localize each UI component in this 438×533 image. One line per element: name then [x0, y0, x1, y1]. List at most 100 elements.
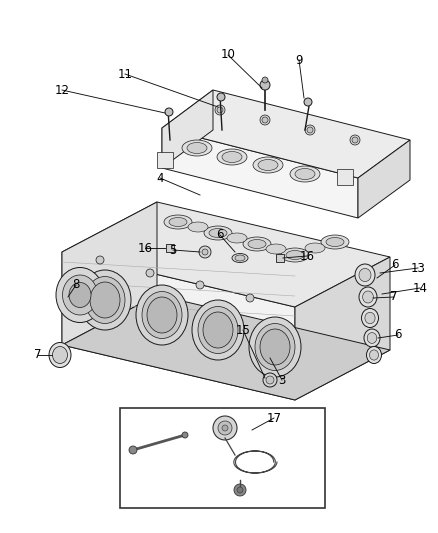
Text: 6: 6: [391, 259, 399, 271]
Ellipse shape: [361, 309, 378, 327]
Ellipse shape: [49, 343, 71, 367]
Circle shape: [266, 376, 274, 384]
Ellipse shape: [370, 350, 378, 360]
Ellipse shape: [227, 233, 247, 243]
Circle shape: [218, 421, 232, 435]
Ellipse shape: [367, 346, 381, 364]
Circle shape: [222, 425, 228, 431]
Circle shape: [262, 77, 268, 83]
Ellipse shape: [204, 226, 232, 240]
Ellipse shape: [295, 168, 315, 180]
Circle shape: [146, 269, 154, 277]
Ellipse shape: [53, 346, 67, 364]
Ellipse shape: [253, 157, 283, 173]
Polygon shape: [337, 169, 353, 185]
Circle shape: [217, 107, 223, 113]
Ellipse shape: [286, 251, 304, 260]
Circle shape: [350, 135, 360, 145]
Circle shape: [305, 125, 315, 135]
Text: 8: 8: [72, 279, 80, 292]
Ellipse shape: [248, 239, 266, 248]
Ellipse shape: [326, 238, 344, 246]
Polygon shape: [162, 90, 213, 168]
Ellipse shape: [69, 282, 91, 308]
Ellipse shape: [359, 269, 371, 281]
Circle shape: [352, 137, 358, 143]
Ellipse shape: [182, 140, 212, 156]
Ellipse shape: [136, 285, 188, 345]
Ellipse shape: [188, 222, 208, 232]
Text: 16: 16: [300, 249, 314, 262]
Ellipse shape: [365, 312, 375, 324]
Ellipse shape: [260, 329, 290, 365]
Ellipse shape: [90, 282, 120, 318]
Circle shape: [263, 373, 277, 387]
Ellipse shape: [367, 333, 377, 343]
Polygon shape: [62, 202, 157, 345]
Ellipse shape: [258, 159, 278, 171]
Text: 9: 9: [295, 53, 303, 67]
Text: 7: 7: [34, 349, 42, 361]
Polygon shape: [295, 257, 390, 400]
Polygon shape: [358, 140, 410, 218]
Circle shape: [182, 432, 188, 438]
Text: 13: 13: [410, 262, 425, 274]
Ellipse shape: [217, 149, 247, 165]
Circle shape: [246, 294, 254, 302]
Text: 7: 7: [390, 290, 398, 303]
Polygon shape: [162, 128, 358, 218]
Ellipse shape: [355, 264, 375, 286]
Ellipse shape: [63, 275, 98, 315]
Circle shape: [96, 256, 104, 264]
Ellipse shape: [249, 317, 301, 377]
Circle shape: [304, 98, 312, 106]
Ellipse shape: [187, 142, 207, 154]
Ellipse shape: [364, 329, 380, 347]
Circle shape: [196, 281, 204, 289]
Text: 11: 11: [117, 68, 133, 80]
Ellipse shape: [147, 297, 177, 333]
Ellipse shape: [243, 237, 271, 251]
Text: 6: 6: [216, 229, 224, 241]
Text: 3: 3: [278, 374, 286, 386]
Text: 17: 17: [266, 411, 282, 424]
Ellipse shape: [363, 291, 374, 303]
Ellipse shape: [266, 244, 286, 254]
Ellipse shape: [198, 306, 238, 353]
Ellipse shape: [255, 324, 295, 370]
Polygon shape: [62, 295, 390, 400]
Text: 15: 15: [236, 324, 251, 336]
Ellipse shape: [85, 277, 125, 324]
Bar: [120, 408, 325, 508]
Circle shape: [213, 416, 237, 440]
Ellipse shape: [232, 254, 248, 262]
Ellipse shape: [321, 235, 349, 249]
Text: 12: 12: [54, 84, 70, 96]
Circle shape: [165, 108, 173, 116]
Ellipse shape: [142, 292, 182, 338]
Ellipse shape: [305, 243, 325, 253]
Circle shape: [260, 115, 270, 125]
Ellipse shape: [56, 268, 104, 322]
Ellipse shape: [169, 217, 187, 227]
Polygon shape: [62, 252, 295, 400]
Ellipse shape: [359, 287, 377, 307]
Circle shape: [262, 117, 268, 123]
Ellipse shape: [192, 300, 244, 360]
Ellipse shape: [235, 255, 245, 261]
Text: 5: 5: [170, 244, 177, 256]
Bar: [276, 254, 284, 262]
Ellipse shape: [222, 151, 242, 163]
Ellipse shape: [209, 229, 227, 238]
Polygon shape: [157, 152, 173, 168]
Text: 16: 16: [138, 241, 152, 254]
Polygon shape: [62, 202, 390, 307]
Circle shape: [217, 93, 225, 101]
Text: 10: 10: [221, 49, 236, 61]
Circle shape: [129, 446, 137, 454]
Text: 4: 4: [156, 172, 164, 184]
Text: 14: 14: [413, 281, 427, 295]
Text: 6: 6: [394, 328, 402, 342]
Circle shape: [202, 249, 208, 255]
Ellipse shape: [290, 166, 320, 182]
